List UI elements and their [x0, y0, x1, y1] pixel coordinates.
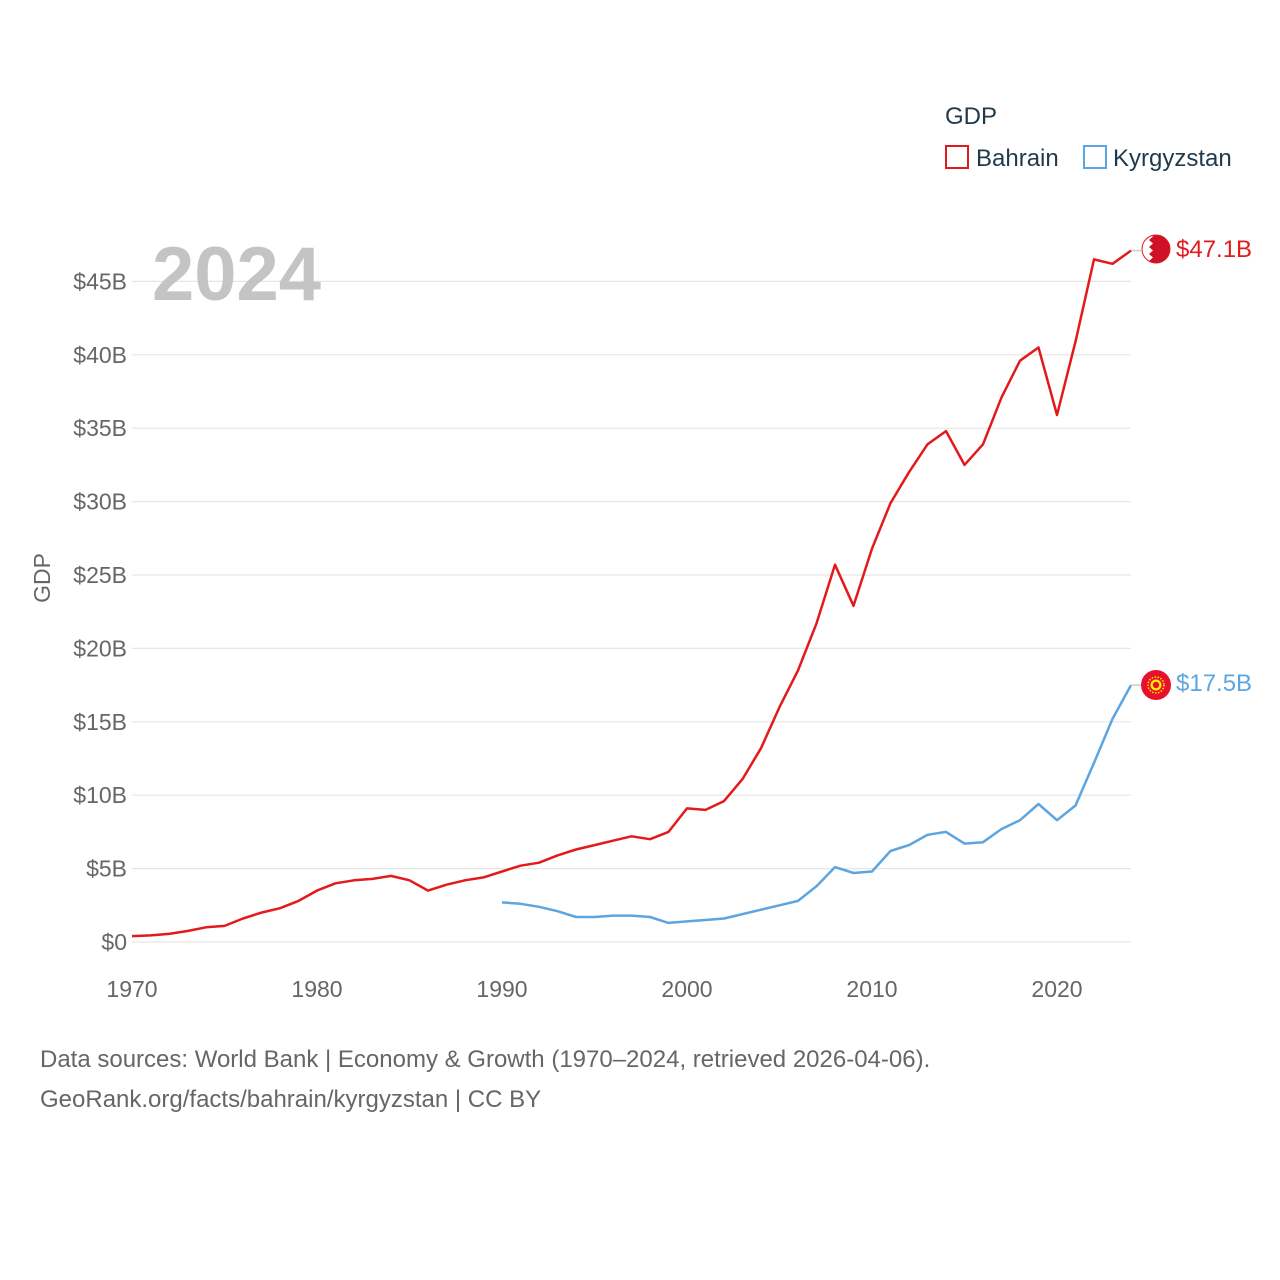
- gdp-line-chart: $0 $5B $10B $15B $20B $25B $30B $35B $40B $45B 19…: [29, 103, 1252, 1002]
- y-axis-title: GDP: [29, 553, 55, 603]
- legend-title: GDP: [945, 103, 997, 130]
- bahrain-end-label: $47.1B: [1176, 236, 1252, 263]
- x-tick-label-3: 2000: [661, 976, 712, 1002]
- y-tick-label-2: $10B: [73, 782, 127, 808]
- y-tick-label-4: $20B: [73, 635, 127, 661]
- legend-label-kyrgyzstan: Kyrgyzstan: [1113, 145, 1232, 172]
- legend-swatch-bahrain: [945, 145, 969, 169]
- x-tick-label-0: 1970: [106, 976, 157, 1002]
- legend: GDP Bahrain Kyrgyzstan: [945, 103, 1232, 172]
- y-axis-ticks: $0 $5B $10B $15B $20B $25B $30B $35B $40B $45B: [73, 268, 127, 955]
- legend-swatch-kyrgyzstan: [1083, 145, 1107, 169]
- y-tick-label-9: $45B: [73, 268, 127, 294]
- kyrgyzstan-end-label: $17.5B: [1176, 670, 1252, 697]
- series-line-kyrgyzstan[interactable]: [501, 684, 1133, 925]
- y-tick-label-7: $35B: [73, 415, 127, 441]
- series-line-bahrain[interactable]: [131, 249, 1132, 938]
- y-tick-label-0: $0: [101, 929, 127, 955]
- year-label: 2024: [152, 232, 321, 317]
- legend-item-kyrgyzstan[interactable]: Kyrgyzstan: [1083, 145, 1232, 172]
- x-axis-ticks: 1970 1980 1990 2000 2010 2020: [106, 976, 1082, 1002]
- y-tick-label-5: $25B: [73, 562, 127, 588]
- legend-item-bahrain[interactable]: Bahrain: [945, 145, 1059, 172]
- x-tick-label-1: 1980: [291, 976, 342, 1002]
- x-tick-label-5: 2020: [1031, 976, 1082, 1002]
- x-tick-label-2: 1990: [476, 976, 527, 1002]
- source-line-2[interactable]: GeoRank.org/facts/bahrain/kyrgyzstan | C…: [40, 1086, 542, 1113]
- y-tick-label-3: $15B: [73, 709, 127, 735]
- x-tick-label-4: 2010: [846, 976, 897, 1002]
- y-tick-label-1: $5B: [86, 856, 127, 882]
- kyrgyzstan-flag-icon: [1141, 670, 1171, 700]
- grid-lines: [132, 280, 1131, 943]
- y-tick-label-6: $30B: [73, 489, 127, 515]
- y-tick-label-8: $40B: [73, 342, 127, 368]
- series-lines: [131, 249, 1141, 938]
- source-line-1: Data sources: World Bank | Economy & Gro…: [40, 1046, 931, 1073]
- bahrain-flag-icon: [1141, 234, 1171, 264]
- source-note: Data sources: World Bank | Economy & Gro…: [40, 1040, 1240, 1120]
- legend-label-bahrain: Bahrain: [976, 145, 1059, 172]
